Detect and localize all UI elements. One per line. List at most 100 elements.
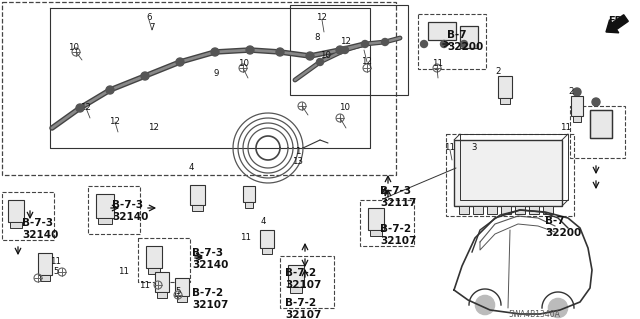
Text: 10: 10 — [239, 60, 250, 69]
Text: 11: 11 — [140, 280, 150, 290]
Text: 2: 2 — [495, 68, 500, 77]
Circle shape — [461, 41, 467, 48]
Bar — [473, 206, 483, 214]
Text: B-7
32200: B-7 32200 — [545, 216, 581, 238]
Bar — [487, 206, 497, 214]
Circle shape — [276, 48, 284, 56]
Bar — [138, 238, 190, 282]
Bar — [529, 206, 539, 214]
Circle shape — [548, 298, 568, 318]
Bar — [290, 287, 302, 293]
Text: 12: 12 — [317, 13, 328, 23]
Text: 2: 2 — [568, 87, 573, 97]
Text: 4: 4 — [260, 218, 266, 226]
Text: B-7-2
32107: B-7-2 32107 — [285, 268, 321, 290]
Text: 6: 6 — [147, 13, 152, 23]
Circle shape — [76, 104, 84, 112]
Bar — [146, 246, 162, 268]
Text: 11: 11 — [561, 123, 572, 132]
Bar — [243, 186, 255, 202]
Text: 4: 4 — [188, 164, 194, 173]
Bar — [368, 208, 384, 230]
Bar — [418, 14, 486, 69]
Bar — [543, 206, 553, 214]
Circle shape — [592, 98, 600, 106]
Text: 8: 8 — [314, 33, 320, 42]
Text: 7: 7 — [149, 24, 155, 33]
Text: B-7-2
32107: B-7-2 32107 — [380, 224, 417, 246]
Text: 11: 11 — [118, 268, 129, 277]
Circle shape — [573, 88, 581, 96]
Bar — [454, 140, 562, 206]
Bar — [500, 98, 510, 104]
Bar — [571, 96, 583, 116]
Bar — [280, 256, 334, 308]
Bar — [590, 110, 612, 138]
Text: 9: 9 — [213, 70, 219, 78]
Text: 12: 12 — [148, 123, 159, 132]
Bar — [177, 296, 187, 302]
Bar — [288, 265, 304, 287]
Text: B-7-2
32107: B-7-2 32107 — [285, 298, 321, 319]
Text: 5WA4B1340A: 5WA4B1340A — [508, 310, 560, 319]
Text: B-7-3
32117: B-7-3 32117 — [380, 186, 417, 208]
Bar — [192, 205, 203, 211]
Bar — [10, 222, 22, 228]
Bar — [590, 110, 612, 138]
Bar — [460, 134, 568, 200]
Circle shape — [476, 295, 495, 315]
Bar — [515, 206, 525, 214]
Circle shape — [381, 39, 388, 46]
Text: 10: 10 — [68, 43, 79, 53]
Text: B-7-2
32107: B-7-2 32107 — [192, 288, 228, 310]
Bar — [570, 106, 625, 158]
Circle shape — [440, 41, 447, 48]
Text: 5: 5 — [175, 287, 180, 296]
Bar — [2, 192, 54, 240]
Text: B-7-3
32140: B-7-3 32140 — [192, 248, 228, 270]
Bar — [360, 200, 414, 246]
Bar — [262, 248, 272, 254]
Text: B-7-3
32140: B-7-3 32140 — [22, 218, 58, 240]
Circle shape — [420, 41, 428, 48]
Bar — [155, 272, 169, 292]
Bar — [157, 292, 167, 298]
Text: 1: 1 — [295, 147, 301, 157]
Text: 12: 12 — [109, 117, 120, 127]
Circle shape — [141, 72, 149, 80]
Text: 11: 11 — [445, 144, 456, 152]
Text: B-7
32200: B-7 32200 — [447, 30, 483, 52]
Bar — [290, 5, 408, 95]
Circle shape — [342, 47, 349, 54]
Bar — [190, 185, 205, 205]
Circle shape — [317, 58, 323, 65]
Text: 11: 11 — [433, 60, 444, 69]
Circle shape — [176, 58, 184, 66]
Bar — [459, 206, 469, 214]
Circle shape — [106, 86, 114, 94]
Bar — [370, 230, 382, 236]
Text: 10: 10 — [321, 51, 332, 61]
Text: 5: 5 — [53, 268, 59, 277]
Bar — [8, 200, 24, 222]
Text: 12: 12 — [340, 38, 351, 47]
Text: 13: 13 — [292, 158, 303, 167]
Bar — [573, 116, 581, 122]
Bar — [460, 26, 478, 48]
Circle shape — [211, 48, 219, 56]
Bar — [148, 268, 160, 274]
Text: B-7-3
32140: B-7-3 32140 — [112, 200, 148, 222]
Circle shape — [306, 52, 314, 60]
Text: 12: 12 — [81, 103, 92, 113]
Circle shape — [336, 46, 344, 54]
Text: 11: 11 — [51, 257, 61, 266]
Bar — [446, 134, 574, 216]
Bar — [98, 218, 112, 224]
Bar — [260, 230, 274, 248]
Text: 11: 11 — [241, 234, 252, 242]
Bar — [498, 76, 512, 98]
Bar — [2, 2, 396, 175]
Bar — [40, 275, 50, 281]
FancyArrow shape — [606, 15, 628, 33]
Circle shape — [362, 41, 369, 48]
